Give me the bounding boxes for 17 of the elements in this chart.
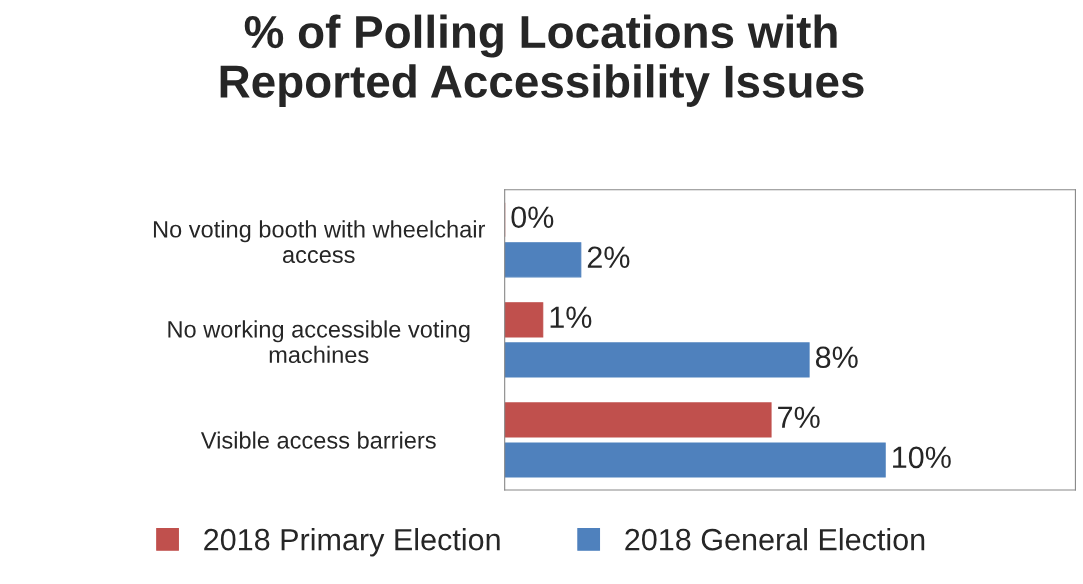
y-tick-label: No voting booth with wheelchair access [153, 220, 486, 264]
data-label: 2% [587, 246, 630, 268]
legend-label: 2018 Primary Election [204, 528, 500, 557]
chart-title: % of Polling Locations with Reported Accessibility Issues [220, 14, 864, 107]
bar [504, 242, 582, 278]
data-label: 8% [815, 346, 858, 369]
legend-label: 2018 General Election [625, 528, 925, 551]
data-label: 10% [893, 446, 951, 469]
y-tick-label: Visible access barriers [200, 431, 436, 449]
data-label: 0% [511, 206, 554, 229]
y-tick-label: No working accessible voting machines [168, 320, 470, 364]
bar [504, 342, 810, 378]
bar [504, 402, 772, 438]
bar [504, 442, 886, 478]
data-label: 7% [778, 406, 820, 429]
data-label: 1% [550, 306, 592, 328]
bar [504, 302, 544, 338]
